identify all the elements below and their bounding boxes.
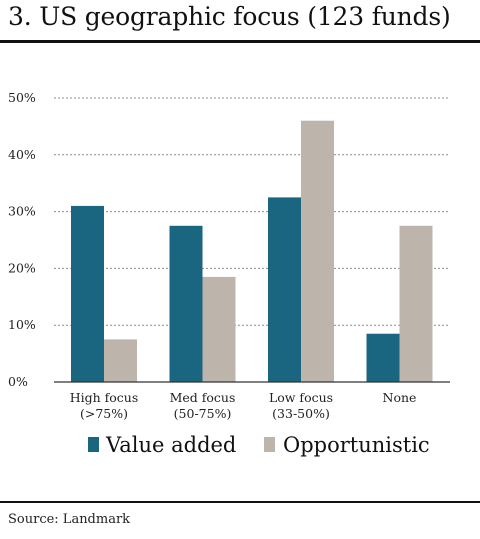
category-label: Low focus — [269, 390, 333, 405]
bar-value-added — [268, 197, 301, 382]
bar-opportunistic — [399, 225, 433, 382]
category-label: None — [383, 390, 417, 405]
y-tick-label: 20% — [8, 260, 36, 275]
category-label: (>75%) — [80, 406, 128, 421]
y-tick-label: 40% — [8, 147, 36, 162]
category-label: (33-50%) — [272, 406, 330, 421]
bar-opportunistic — [104, 339, 137, 382]
chart-title: 3. US geographic focus (123 funds) — [8, 2, 451, 31]
legend-swatch — [264, 437, 275, 452]
category-label: Med focus — [170, 390, 236, 405]
y-tick-label: 10% — [8, 317, 36, 332]
bar-value-added — [366, 333, 400, 382]
footer-rule — [0, 501, 480, 503]
bar-value-added — [169, 225, 203, 382]
y-tick-label: 0% — [8, 374, 28, 389]
category-label: High focus — [70, 390, 139, 405]
y-tick-label: 30% — [8, 204, 36, 219]
y-tick-label: 50% — [8, 90, 36, 105]
source-note: Source: Landmark — [8, 512, 131, 527]
title-rule — [0, 40, 480, 43]
legend-swatch — [88, 437, 99, 452]
legend-label: Value added — [105, 433, 236, 457]
bar-value-added — [71, 205, 104, 382]
bar-opportunistic — [202, 276, 236, 382]
legend-label: Opportunistic — [283, 433, 430, 457]
category-label: (50-75%) — [174, 406, 232, 421]
bar-opportunistic — [301, 120, 334, 382]
